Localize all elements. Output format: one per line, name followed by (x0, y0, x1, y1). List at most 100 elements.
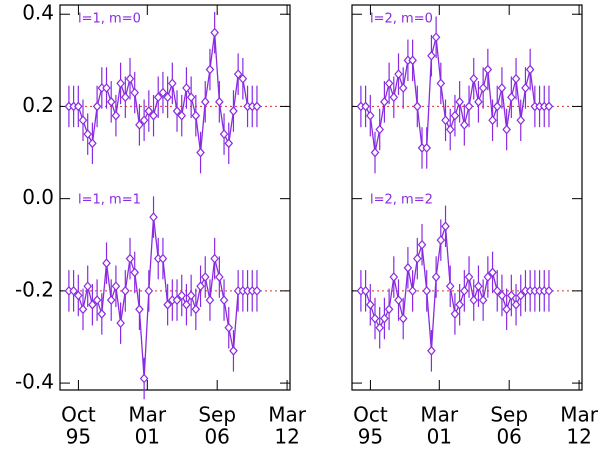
point (200, 96, 210, 107)
point (210, 27, 219, 38)
point (144, 285, 154, 296)
point (83, 129, 92, 140)
point (497, 290, 507, 301)
point (361, 101, 370, 112)
y-tick-label: -0.2 (15, 277, 54, 301)
point (445, 281, 455, 292)
y-tick-label: 0.0 (22, 185, 54, 209)
point (88, 138, 97, 149)
point (511, 73, 521, 84)
x-tick-label: 12 (274, 425, 299, 449)
point (196, 147, 205, 158)
point (469, 73, 479, 84)
point (102, 258, 111, 269)
point (116, 318, 125, 329)
point (408, 285, 417, 296)
x-tick-label: Sep (198, 403, 236, 427)
point (380, 96, 389, 107)
point (413, 253, 422, 264)
point (149, 110, 158, 121)
point (469, 295, 479, 306)
y-tick-label: -0.4 (15, 370, 54, 394)
point (375, 124, 384, 135)
x-tick-label: 01 (427, 425, 452, 449)
x-tick-label: Mar (128, 403, 167, 427)
point (460, 119, 469, 130)
x-tick-label: 06 (204, 425, 229, 449)
point (121, 285, 130, 296)
point (544, 285, 554, 296)
point (153, 92, 163, 103)
point (478, 83, 488, 93)
point (511, 299, 521, 310)
point (158, 253, 168, 264)
plot-frame (59, 4, 291, 391)
point (445, 124, 455, 135)
point (413, 101, 422, 112)
point (106, 295, 116, 306)
point (74, 101, 83, 112)
plot-frame (351, 4, 583, 391)
point (83, 281, 92, 292)
point (394, 69, 403, 80)
point (441, 221, 450, 232)
point (172, 295, 182, 306)
x-tick-label: 06 (496, 425, 521, 449)
point (92, 101, 102, 112)
point (252, 101, 262, 112)
point (163, 92, 172, 103)
point (168, 78, 177, 89)
point (361, 285, 370, 296)
point (507, 290, 516, 301)
point (436, 235, 446, 246)
point (158, 87, 168, 98)
point (441, 115, 450, 126)
point (111, 110, 121, 121)
point (182, 299, 191, 310)
point (215, 272, 224, 282)
point (427, 50, 436, 61)
x-tick-label: Sep (490, 403, 528, 427)
x-tick-label: 01 (135, 425, 160, 449)
point (135, 304, 144, 315)
point (200, 272, 210, 282)
point (139, 373, 149, 384)
point (464, 272, 474, 282)
point (229, 345, 238, 356)
point (191, 304, 201, 315)
x-tick-label: Mar (560, 403, 599, 427)
point (78, 115, 88, 126)
point (366, 299, 375, 310)
point (436, 78, 446, 89)
point (233, 69, 243, 80)
point (521, 83, 530, 93)
y-tick-label: 0.4 (22, 1, 54, 25)
point (144, 106, 154, 116)
point (389, 92, 399, 103)
point (455, 299, 464, 310)
point (130, 267, 140, 278)
point (370, 147, 380, 158)
point (111, 281, 121, 292)
point (366, 110, 375, 121)
point (205, 64, 215, 75)
point (149, 212, 158, 223)
point (172, 106, 182, 116)
point (186, 92, 196, 103)
point (417, 239, 427, 250)
point (219, 129, 229, 140)
y-tick-label: 0.2 (22, 93, 54, 117)
point (92, 295, 102, 306)
point (460, 285, 469, 296)
x-tick-label: Mar (268, 403, 307, 427)
point (182, 83, 191, 93)
point (398, 83, 408, 93)
point (507, 92, 516, 103)
point (422, 143, 432, 153)
point (488, 267, 497, 278)
point (224, 138, 234, 149)
point (135, 119, 144, 130)
point (177, 110, 187, 121)
point (121, 92, 130, 103)
point (408, 55, 417, 66)
